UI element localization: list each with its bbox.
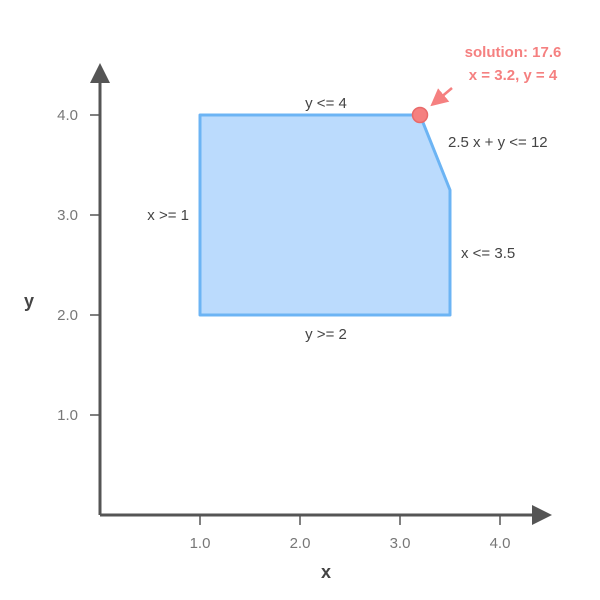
- y-axis-arrowhead: [90, 63, 110, 83]
- constraint-label-diagonal: 2.5 x + y <= 12: [448, 134, 548, 151]
- x-axis-arrowhead: [532, 505, 552, 525]
- y-axis-ticks: 1.0 2.0 3.0 4.0: [57, 107, 100, 424]
- x-tick-label: 3.0: [390, 535, 411, 552]
- y-tick-label: 2.0: [57, 307, 78, 324]
- constraint-label-y-max: y <= 4: [305, 95, 347, 112]
- constraint-label-y-min: y >= 2: [305, 326, 347, 343]
- constraint-label-x-min: x >= 1: [147, 207, 189, 224]
- constraint-label-x-max: x <= 3.5: [461, 245, 515, 262]
- x-tick-label: 4.0: [490, 535, 511, 552]
- solution-label-objective: solution: 17.6: [465, 44, 562, 61]
- x-tick-label: 2.0: [290, 535, 311, 552]
- x-tick-label: 1.0: [190, 535, 211, 552]
- x-axis-title: x: [321, 562, 331, 582]
- solution-arrow: [430, 87, 453, 107]
- x-axis-ticks: 1.0 2.0 3.0 4.0: [190, 515, 511, 552]
- solution-label-coordinates: x = 3.2, y = 4: [469, 67, 558, 84]
- solution-point: [411, 106, 429, 124]
- y-tick-label: 4.0: [57, 107, 78, 124]
- y-tick-label: 3.0: [57, 207, 78, 224]
- y-tick-label: 1.0: [57, 407, 78, 424]
- y-axis-title: y: [24, 291, 34, 311]
- feasible-region: [198, 113, 452, 317]
